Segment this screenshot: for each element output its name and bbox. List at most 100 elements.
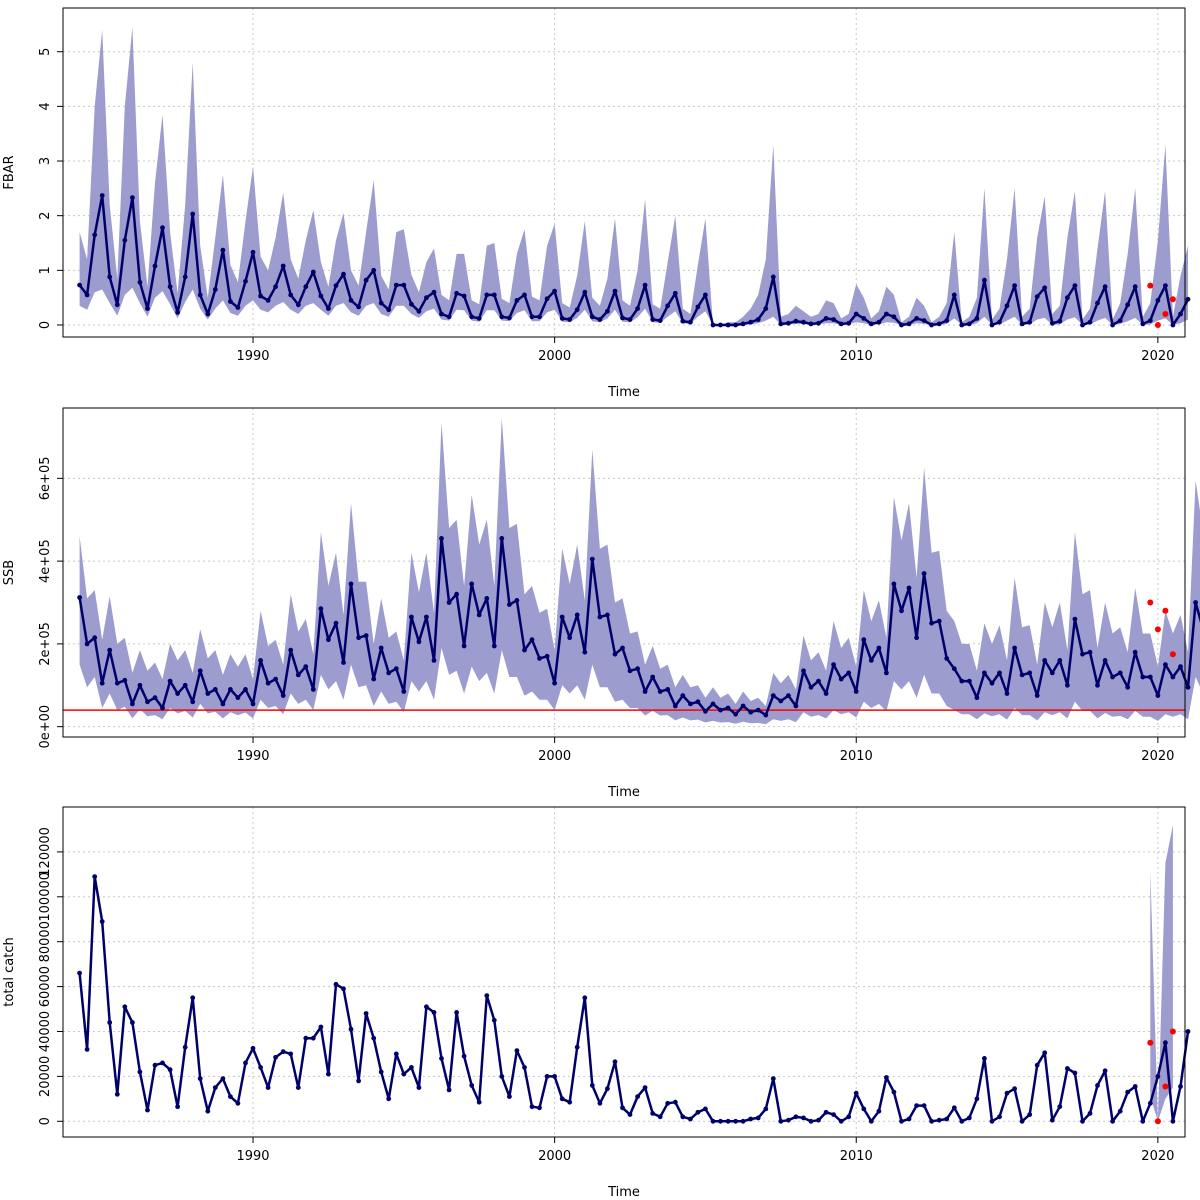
ssb-point xyxy=(130,701,135,707)
fbar-point xyxy=(808,321,814,327)
ssb-point xyxy=(552,680,557,686)
fbar-point xyxy=(891,314,897,320)
catch-point xyxy=(77,970,82,976)
fbar-point xyxy=(190,211,196,217)
fbar-point xyxy=(295,302,301,308)
ssb-point xyxy=(1178,664,1183,669)
catch-point xyxy=(1132,1084,1138,1089)
fbar-point xyxy=(99,193,105,198)
ssb-point xyxy=(250,701,256,707)
fbar-point xyxy=(642,282,648,288)
catch-band-area xyxy=(1150,825,1173,1122)
fbar-point xyxy=(137,279,143,285)
catch-point xyxy=(574,1044,580,1050)
ssb-point xyxy=(1057,658,1063,663)
fbar-point xyxy=(951,292,957,298)
catch-point xyxy=(974,1096,980,1102)
fbar-point xyxy=(688,319,693,325)
ssb-point xyxy=(695,699,701,705)
fbar-point xyxy=(220,247,226,253)
fbar-point xyxy=(838,321,844,327)
ssb-point xyxy=(99,680,105,686)
catch-y-axis-title: total catch xyxy=(2,937,17,1006)
fbar-point xyxy=(303,284,309,290)
fbar-point xyxy=(348,298,354,303)
ssb-point xyxy=(544,653,550,659)
catch-point xyxy=(130,1020,135,1025)
catch-point xyxy=(921,1103,927,1108)
catch-highlight-point xyxy=(1169,1028,1176,1035)
catch-point xyxy=(114,1091,120,1097)
fbar-point xyxy=(755,317,761,322)
ssb-point xyxy=(1140,674,1146,680)
fbar-point xyxy=(446,314,452,320)
fbar-panel: 1990 2000 2010 2020 0 1 2 3 4 5 Time FBAR xyxy=(2,7,1191,400)
catch-point xyxy=(280,1049,286,1055)
fbar-point xyxy=(823,316,829,321)
ssb-point xyxy=(884,670,889,676)
fbar-point xyxy=(1125,302,1131,308)
ssb-point xyxy=(476,612,482,618)
catch-point xyxy=(476,1099,482,1105)
catch-point xyxy=(1140,1118,1146,1124)
fbar-point xyxy=(695,304,701,310)
catch-point xyxy=(544,1074,550,1079)
ssb-point xyxy=(936,618,942,624)
catch-point xyxy=(84,1047,90,1052)
ssb-x-tick-label: 1990 xyxy=(236,749,269,764)
ssb-point xyxy=(665,687,671,692)
catch-point xyxy=(348,1026,354,1032)
fbar-highlight-points xyxy=(1147,282,1176,328)
ssb-point xyxy=(567,635,573,641)
catch-point xyxy=(160,1060,165,1066)
ssb-point xyxy=(160,705,165,711)
catch-point xyxy=(936,1117,942,1123)
catch-point xyxy=(755,1115,761,1121)
ssb-point xyxy=(265,680,271,686)
fbar-point xyxy=(725,322,731,328)
fbar-point xyxy=(77,282,82,288)
fbar-point xyxy=(356,304,361,310)
catch-highlight-points xyxy=(1147,1028,1176,1125)
fbar-point xyxy=(212,287,218,292)
catch-point xyxy=(612,1059,618,1065)
fbar-point xyxy=(574,307,580,313)
ssb-point xyxy=(778,698,784,704)
catch-point xyxy=(439,1056,444,1061)
catch-point xyxy=(703,1106,708,1112)
ssb-point xyxy=(718,707,723,713)
fbar-point xyxy=(899,322,904,328)
fbar-point xyxy=(816,320,821,326)
catch-point xyxy=(107,1020,113,1025)
ssb-y-tick-label: 2e+05 xyxy=(38,622,53,666)
fbar-x-tick-label: 1990 xyxy=(236,349,269,364)
catch-point xyxy=(982,1056,987,1061)
ssb-point xyxy=(1110,674,1115,680)
ssb-point xyxy=(167,678,173,684)
catch-point xyxy=(1095,1083,1100,1088)
catch-y-tick-label: 0 xyxy=(38,1117,53,1125)
catch-point xyxy=(1087,1111,1093,1116)
ssb-point xyxy=(288,647,294,653)
catch-point xyxy=(899,1118,904,1124)
fbar-point xyxy=(326,306,331,311)
fbar-point xyxy=(499,314,505,320)
catch-point xyxy=(152,1062,158,1068)
catch-point xyxy=(1155,1074,1161,1079)
catch-y-tick-label: 120000 xyxy=(38,827,53,877)
ssb-point xyxy=(273,676,278,682)
ssb-point xyxy=(386,670,392,676)
fbar-series-line xyxy=(78,194,1190,327)
ssb-x-tick-label: 2020 xyxy=(1141,749,1174,764)
catch-x-tick-label: 2000 xyxy=(538,1149,571,1164)
ssb-point xyxy=(808,684,814,690)
ssb-point xyxy=(409,614,414,620)
catch-point xyxy=(710,1118,716,1124)
ssb-highlight-point xyxy=(1162,607,1169,614)
ssb-point xyxy=(235,695,241,701)
catch-confidence-band xyxy=(1150,825,1173,1122)
fbar-point xyxy=(1049,320,1055,326)
ssb-point xyxy=(197,668,203,674)
ssb-y-axis-title: SSB xyxy=(2,560,17,585)
fbar-point xyxy=(703,292,708,298)
